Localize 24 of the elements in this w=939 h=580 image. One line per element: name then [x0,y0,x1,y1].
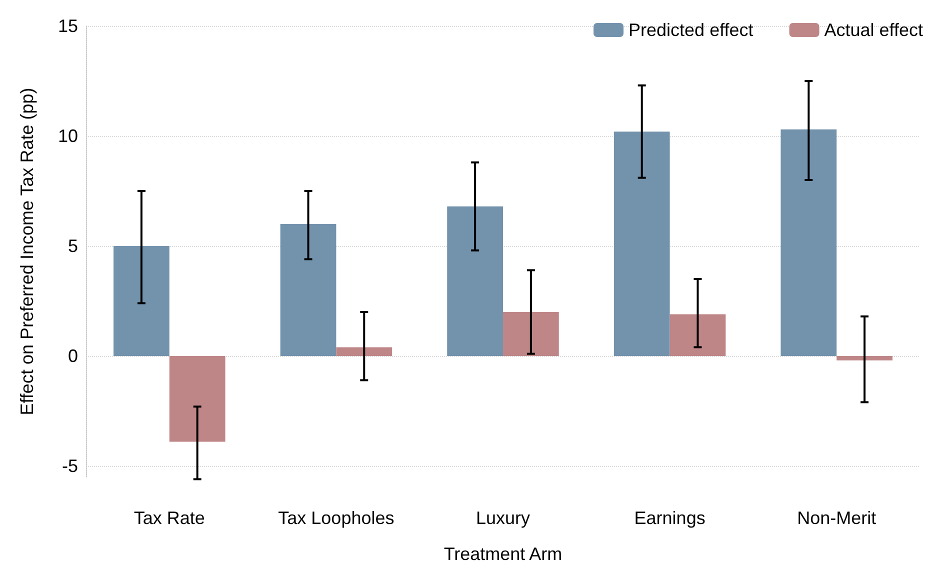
legend-label: Predicted effect [628,20,754,40]
x-tick-label: Earnings [634,508,706,528]
y-tick-label: 10 [58,126,78,146]
bar [614,132,670,356]
bar [503,312,559,356]
y-tick-label: 15 [58,16,78,36]
x-tick-label: Tax Rate [134,508,205,528]
bar [280,224,336,356]
bar [169,356,226,442]
x-tick-label: Tax Loopholes [278,508,394,528]
x-tick-label: Non-Merit [797,508,876,528]
bar [780,129,837,356]
x-axis-title: Treatment Arm [444,544,562,564]
y-tick-label: 5 [68,236,78,256]
bar [114,246,170,356]
y-tick-label: 0 [68,346,78,366]
y-axis-title: Effect on Preferred Income Tax Rate (pp) [17,88,37,416]
bar [670,314,726,356]
y-tick-label: -5 [62,456,78,476]
legend-label: Actual effect [824,20,924,40]
bar [336,347,392,356]
bar [836,356,892,360]
x-tick-label: Luxury [476,508,530,528]
bar [447,206,503,356]
